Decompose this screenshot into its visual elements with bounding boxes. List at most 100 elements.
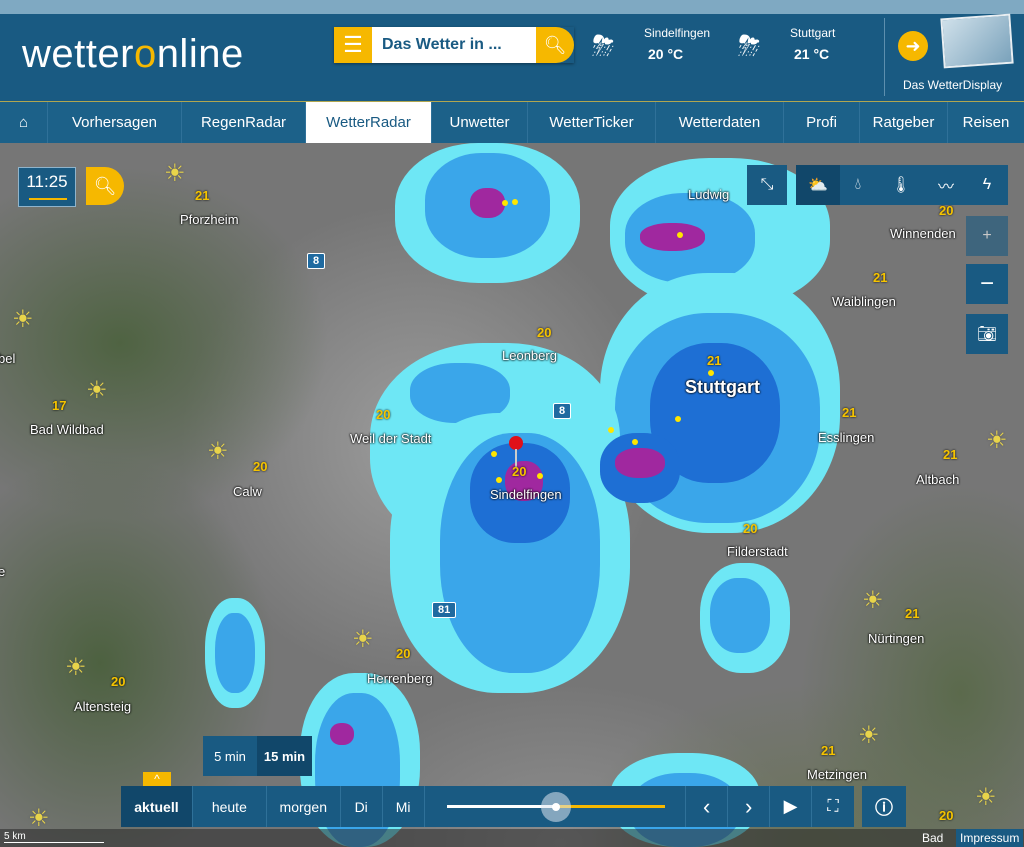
city-label: Metzingen [807, 767, 867, 782]
arrow-right-icon[interactable]: ➜ [898, 31, 928, 61]
interval-15min[interactable]: 15 min [257, 736, 312, 776]
search-input[interactable]: Das Wetter in ... [372, 27, 536, 63]
time-slider[interactable] [425, 786, 687, 827]
highway-sign: 8 [553, 403, 572, 419]
city-name: Stuttgart [790, 26, 836, 40]
info-icon[interactable]: ⓘ [862, 786, 906, 827]
layer-raindrop-icon[interactable]: 💧︎ [840, 165, 876, 205]
city-label: Pforzheim [180, 212, 239, 227]
sun-icon: ☀ [86, 377, 108, 404]
city-temperature: 20 [111, 674, 126, 689]
layer-wind-icon[interactable]: 〰 [926, 165, 966, 205]
compress-icon[interactable]: ⤡ [747, 165, 787, 205]
city-label: Weil der Stadt [350, 431, 432, 446]
day-morgen[interactable]: morgen [267, 786, 341, 827]
city-temperature: 20 [537, 325, 552, 340]
city-temperature: 21 [943, 447, 958, 462]
city-temperature: 21 [195, 188, 210, 203]
city-name: Sindelfingen [644, 26, 711, 40]
chevron-up-icon[interactable]: ^ [143, 772, 171, 786]
search-box: ☰ Das Wetter in ... 🔍︎ [334, 27, 574, 63]
browser-top-strip [0, 0, 1024, 14]
logo[interactable]: wetteronline [22, 32, 244, 76]
day-heute[interactable]: heute [193, 786, 267, 827]
playback-bar: aktuell heute morgen Di Mi ‹ › ▶ ⛶ [121, 786, 854, 827]
scale-bar: 5 km [4, 831, 104, 843]
city-temperature: 20 [253, 459, 268, 474]
city-temperature: 21 [905, 606, 920, 621]
city-temp: 20 °C [648, 46, 684, 62]
nav-wetterradar[interactable]: WetterRadar [306, 102, 432, 143]
city-label: Leonberg [502, 348, 557, 363]
wetterdisplay-link[interactable]: Das WetterDisplay [903, 78, 1003, 92]
sun-icon: ☀ [352, 626, 374, 653]
map-footer: 5 km Bad Impressum [0, 829, 1024, 847]
map-search-icon[interactable]: 🔍︎ [86, 167, 124, 205]
nav-unwetter[interactable]: Unwetter [432, 102, 528, 143]
chevron-right-icon[interactable]: › [728, 786, 771, 827]
chevron-left-icon[interactable]: ‹ [686, 786, 729, 827]
day-aktuell[interactable]: aktuell [121, 786, 193, 827]
city-label: Nürtingen [868, 631, 925, 646]
highway-sign: 8 [307, 253, 326, 269]
layer-cloud-sun-icon[interactable]: ⛅ [796, 165, 840, 205]
nav-regenradar[interactable]: RegenRadar [182, 102, 306, 143]
highway-sign: 81 [432, 602, 457, 618]
city-label: Ludwig [688, 187, 730, 202]
city-temperature: 20 [743, 521, 758, 536]
city-label: Herrenberg [367, 671, 433, 686]
menu-icon[interactable]: ☰ [334, 27, 372, 63]
city-label: Altbach [916, 472, 960, 487]
layer-thermometer-icon[interactable]: 🌡︎ [876, 165, 926, 205]
nav-profi[interactable]: Profi [784, 102, 860, 143]
zoom-out-button[interactable]: − [966, 264, 1008, 304]
sun-icon: ☀ [164, 160, 186, 187]
camera-icon[interactable]: 📷︎ [966, 314, 1008, 354]
nav-reisen[interactable]: Reisen [962, 114, 1010, 131]
impressum-link[interactable]: Impressum [956, 829, 1024, 847]
nav-ratgeber[interactable]: Ratgeber [860, 102, 948, 143]
divider [884, 18, 885, 96]
time-display[interactable]: 11:25 [18, 167, 76, 207]
nav-wetterticker[interactable]: WetterTicker [528, 102, 656, 143]
zoom-in-button[interactable]: + [966, 216, 1008, 256]
city-temperature: 21 [842, 405, 857, 420]
city-label: bel [0, 351, 16, 366]
city-label: Filderstadt [727, 544, 788, 559]
interval-5min[interactable]: 5 min [203, 736, 257, 776]
city-temperature: 20 [512, 464, 527, 479]
day-mi[interactable]: Mi [383, 786, 425, 827]
city-label: Stuttgart [685, 377, 760, 397]
play-icon[interactable]: ▶ [770, 786, 813, 827]
slider-handle[interactable] [540, 792, 571, 822]
sun-thunderstorm-icon: ⛈ [738, 30, 761, 61]
sun-icon: ☀ [862, 587, 884, 614]
city-temperature: 17 [52, 398, 67, 413]
sun-icon: ☀ [28, 805, 50, 832]
sun-icon: ☀ [12, 306, 34, 333]
layer-lightning-icon[interactable]: ϟ [966, 165, 1008, 205]
main-nav: ⌂ Vorhersagen RegenRadar WetterRadar Unw… [0, 101, 1024, 143]
sun-icon: ☀ [858, 722, 880, 749]
city-temperature: 21 [821, 743, 836, 758]
search-icon[interactable]: 🔍︎ [536, 27, 574, 63]
city-label: Esslingen [818, 430, 875, 445]
nav-wetterdaten[interactable]: Wetterdaten [656, 102, 784, 143]
header: wetteronline ☰ Das Wetter in ... 🔍︎ ⛈ Si… [0, 13, 1024, 101]
sun-icon: ☀ [975, 784, 997, 811]
nav-vorhersagen[interactable]: Vorhersagen [48, 102, 182, 143]
day-di[interactable]: Di [341, 786, 383, 827]
sun-icon: ☀ [65, 654, 87, 681]
city-label: Bad Wildbad [30, 422, 104, 437]
fullscreen-icon[interactable]: ⛶ [827, 797, 839, 815]
city-temperature: 21 [873, 270, 888, 285]
city-label: Sindelfingen [490, 487, 562, 502]
footer-text: Bad [922, 831, 944, 845]
thunderstorm-icon: ⛈ [592, 30, 615, 61]
city-label: Calw [233, 484, 262, 499]
wetterdisplay-image[interactable] [940, 13, 1014, 69]
home-icon[interactable]: ⌂ [0, 102, 48, 143]
radar-map[interactable]: ☀ ☀ ☀ ☀ ☀ ☀ ☀ ☀ ☀ ☀ ☀ 8 8 81 Pforzheim 21… [0, 143, 1024, 847]
city-temperature: 21 [707, 353, 722, 368]
sun-icon: ☀ [986, 427, 1008, 454]
